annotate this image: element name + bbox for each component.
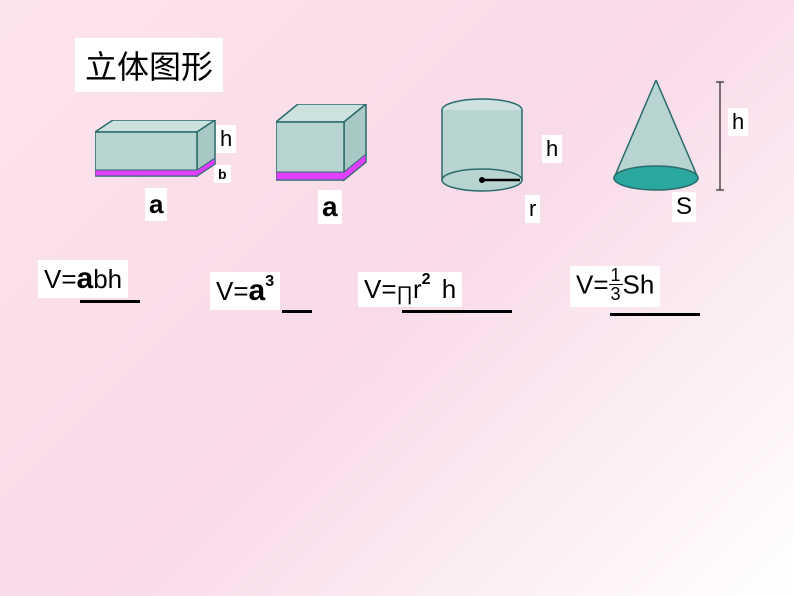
cylinder-shape <box>440 98 540 203</box>
formula-prefix: V= <box>216 276 249 306</box>
cone-label-s: S <box>672 192 696 222</box>
formula-cylinder: V=∏r2 h <box>358 272 462 307</box>
formula-r: r <box>413 274 422 304</box>
formula-cone: V=13Sh <box>570 266 660 307</box>
frac-den: 3 <box>609 285 623 303</box>
formula-cube-underline <box>282 310 312 313</box>
cylinder-label-h: h <box>542 135 562 163</box>
cube-label-a: a <box>318 190 342 224</box>
formula-suffix: Sh <box>623 269 655 299</box>
formula-frac: 13 <box>609 266 623 303</box>
formula-cube: V=a3 <box>210 272 280 310</box>
formula-prefix: V= <box>44 264 77 294</box>
formula-prefix: V= <box>576 269 609 299</box>
formula-exp: 2 <box>422 271 431 288</box>
formula-cone-underline <box>610 313 700 316</box>
cube-shape <box>276 104 376 199</box>
formula-suffix: bh <box>93 264 122 294</box>
formula-cuboid: V=abh <box>38 260 128 298</box>
cylinder-svg <box>440 98 540 198</box>
formula-pi: ∏ <box>397 283 413 305</box>
cuboid-label-h: h <box>216 125 236 153</box>
cone-label-h: h <box>728 108 748 136</box>
frac-num: 1 <box>609 266 623 285</box>
page-title: 立体图形 <box>75 38 223 92</box>
cuboid-shape <box>95 120 235 195</box>
formula-var-a: a <box>77 262 94 295</box>
formula-h: h <box>435 274 457 304</box>
formula-cuboid-underline <box>80 300 140 303</box>
cuboid-label-b: b <box>214 165 231 183</box>
formula-var-a: a <box>249 274 266 307</box>
cube-svg <box>276 104 376 194</box>
cylinder-label-r: r <box>525 195 540 223</box>
formula-cylinder-underline <box>402 310 512 313</box>
formula-exp: 3 <box>265 273 274 290</box>
cuboid-label-a: a <box>145 188 167 221</box>
cone-shape <box>606 80 746 205</box>
formula-v: V= <box>364 274 397 304</box>
cone-svg <box>606 80 746 200</box>
